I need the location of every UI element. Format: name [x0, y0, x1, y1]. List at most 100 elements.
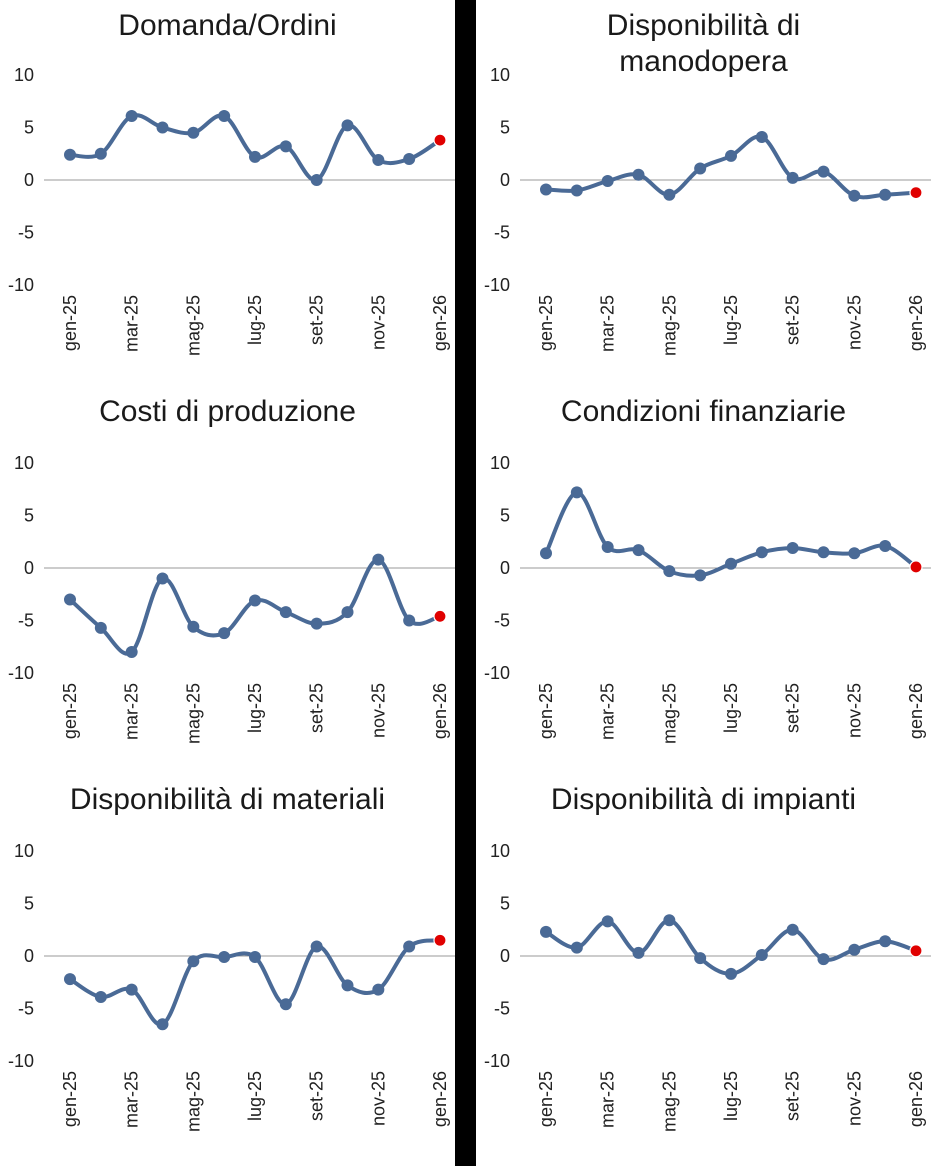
chart-title: Disponibilità di materiali — [69, 783, 386, 816]
data-point — [94, 621, 107, 634]
x-tick-label: set-25 — [307, 683, 327, 733]
x-tick-label: set-25 — [783, 683, 803, 733]
data-point — [64, 973, 76, 986]
y-tick-label: 10 — [14, 65, 34, 85]
y-tick-label: 5 — [500, 894, 510, 914]
y-tick-label: 5 — [500, 118, 510, 138]
data-point — [663, 914, 676, 927]
y-tick-label: 0 — [24, 946, 34, 966]
y-tick-label: 10 — [14, 453, 34, 473]
data-point — [125, 646, 138, 658]
y-tick-label: -5 — [494, 223, 510, 243]
x-tick-label: gen-25 — [60, 1071, 80, 1127]
line-chart: 10 5 0 -5 -10 gen-25 mar-25 mag-25 lug-25 set-25 n… — [484, 841, 931, 1132]
chart-panel: Condizioni finanziarie 10 5 0 -5 -10 gen-25 mar… — [476, 388, 931, 776]
data-point — [663, 188, 676, 201]
x-tick-label: nov-25 — [844, 683, 864, 738]
data-point — [310, 174, 323, 186]
data-point — [570, 486, 583, 499]
data-point — [540, 183, 552, 196]
x-tick-label: gen-26 — [430, 295, 450, 351]
chart-panel: Disponibilità di impianti 10 5 0 -5 -10 gen-25… — [476, 776, 931, 1166]
data-point — [218, 951, 231, 964]
data-point — [218, 109, 231, 122]
line-chart: 10 5 0 -5 -10 gen-25 mar-25 mag-25 lug-25 set-25 n… — [8, 453, 455, 744]
x-tick-label: gen-26 — [430, 1071, 450, 1127]
data-point — [755, 546, 768, 559]
data-point — [156, 572, 169, 585]
data-point — [632, 946, 645, 959]
data-point — [848, 547, 861, 560]
data-point — [187, 955, 200, 968]
chart-title: Condizioni finanziarie — [560, 395, 847, 428]
y-tick-label: 10 — [490, 841, 510, 861]
data-point — [694, 569, 707, 582]
x-tick-label: lug-25 — [245, 683, 265, 733]
data-point — [64, 593, 76, 606]
data-point — [540, 925, 552, 938]
data-point — [279, 606, 292, 619]
data-point — [540, 547, 552, 560]
data-point — [310, 617, 323, 630]
data-point — [694, 162, 707, 175]
data-point-latest — [909, 186, 923, 200]
data-point — [310, 940, 323, 953]
series-line — [544, 918, 918, 976]
data-point — [632, 544, 645, 557]
y-tick-label: 0 — [24, 558, 34, 578]
x-tick-label: mag-25 — [659, 683, 679, 744]
data-point — [372, 983, 385, 996]
data-point — [755, 130, 768, 143]
chart-panel: Costi di produzione 10 5 0 -5 -10 gen-25 mar-25… — [0, 388, 455, 776]
data-point — [725, 149, 737, 162]
data-point — [187, 126, 200, 139]
y-tick-label: 10 — [490, 65, 510, 85]
x-tick-label: lug-25 — [245, 295, 265, 345]
chart-panel: Disponibilità di materiali 10 5 0 -5 -10 gen-2… — [0, 776, 455, 1166]
x-tick-label: set-25 — [307, 1071, 327, 1121]
data-point — [848, 189, 861, 202]
data-point-latest — [433, 609, 447, 623]
data-point-latest — [433, 133, 447, 147]
data-point — [372, 553, 385, 566]
y-tick-label: 0 — [24, 170, 34, 190]
data-point — [725, 557, 737, 570]
data-point — [725, 967, 737, 980]
x-tick-label: lug-25 — [245, 1071, 265, 1121]
x-tick-label: nov-25 — [844, 1071, 864, 1126]
data-point — [249, 150, 261, 163]
y-tick-label: -5 — [18, 999, 34, 1019]
data-point — [570, 941, 583, 954]
data-point — [848, 943, 861, 956]
x-tick-label: nov-25 — [368, 1071, 388, 1126]
x-tick-label: gen-26 — [430, 683, 450, 739]
x-tick-label: mar-25 — [598, 1071, 618, 1128]
y-tick-label: -10 — [8, 663, 34, 683]
chart-title: Disponibilità di manodopera — [476, 8, 931, 80]
y-tick-label: 10 — [490, 453, 510, 473]
x-tick-label: gen-26 — [906, 683, 926, 739]
data-point-latest — [909, 560, 923, 574]
data-point — [156, 121, 169, 134]
data-point — [218, 627, 231, 640]
data-point — [403, 940, 416, 953]
data-point — [786, 542, 799, 555]
y-tick-label: 0 — [500, 170, 510, 190]
data-point — [341, 606, 354, 619]
y-tick-label: -5 — [494, 999, 510, 1019]
x-tick-label: mar-25 — [122, 1071, 142, 1128]
y-tick-label: 5 — [24, 894, 34, 914]
x-tick-label: set-25 — [307, 295, 327, 345]
data-point — [156, 1018, 169, 1031]
x-tick-label: nov-25 — [368, 683, 388, 738]
data-point — [341, 979, 354, 992]
data-point-latest — [909, 944, 923, 958]
data-point — [817, 953, 830, 966]
line-chart: 10 5 0 -5 -10 gen-25 mar-25 mag-25 lug-25 set-25 n… — [484, 453, 931, 744]
x-tick-label: mar-25 — [122, 683, 142, 740]
chart-title: Domanda/Ordini — [118, 9, 337, 42]
chart-title: Disponibilità di impianti — [550, 783, 857, 816]
y-tick-label: 5 — [24, 118, 34, 138]
data-point-latest — [433, 933, 447, 947]
